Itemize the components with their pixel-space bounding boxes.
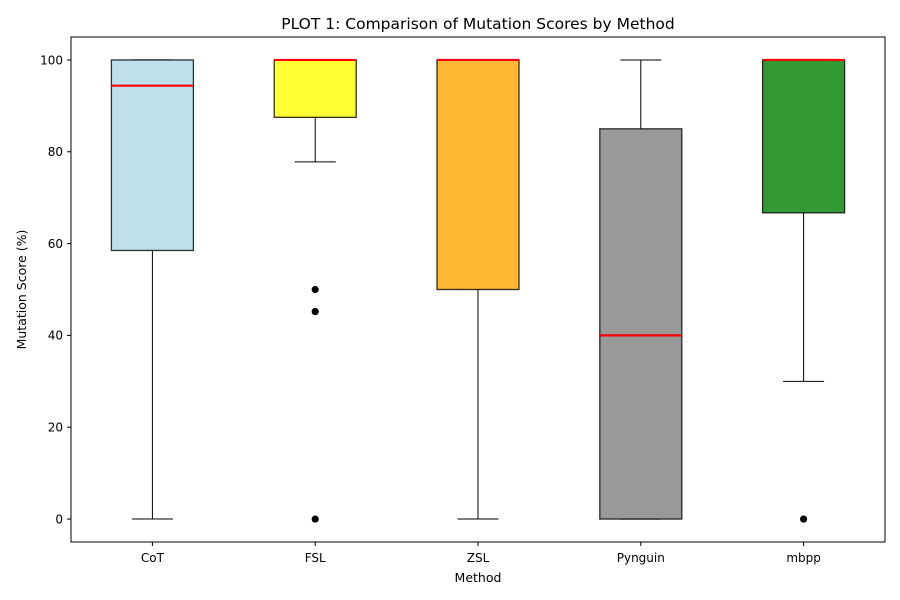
x-tick-label-cot: CoT [141, 551, 165, 565]
y-axis-label: Mutation Score (%) [14, 230, 29, 350]
flier-fsl-1 [311, 307, 319, 316]
chart-title: PLOT 1: Comparison of Mutation Scores by… [281, 15, 675, 33]
y-axis: 0 20 40 60 80 100 [40, 53, 71, 526]
x-tick-label-zsl: ZSL [467, 551, 490, 565]
box-cot [110, 59, 195, 252]
box-group-cot [110, 59, 195, 520]
box-group-pynguin [599, 59, 683, 520]
x-tick-label-mbpp: mbpp [786, 551, 821, 565]
plot-area [110, 58, 846, 523]
box-zsl [436, 59, 520, 291]
y-tick-label-60: 60 [48, 237, 63, 251]
box-pynguin [599, 128, 683, 520]
box-mbpp [761, 59, 846, 214]
flier-mbpp-0 [800, 515, 808, 523]
box-group-mbpp [761, 58, 846, 523]
box-fsl [273, 59, 357, 118]
y-tick-label-100: 100 [40, 53, 63, 67]
flier-fsl-2 [311, 515, 319, 523]
x-axis-label: Method [455, 570, 502, 585]
flier-fsl-0 [311, 285, 319, 294]
y-tick-label-20: 20 [48, 421, 63, 435]
x-axis: CoT FSL ZSL Pynguin mbpp [141, 542, 821, 565]
box-group-zsl [436, 58, 520, 520]
y-tick-label-40: 40 [48, 329, 63, 343]
y-tick-label-80: 80 [48, 145, 63, 159]
x-tick-label-pynguin: Pynguin [617, 551, 665, 565]
box-group-fsl [273, 58, 357, 523]
y-tick-label-0: 0 [55, 512, 63, 526]
x-tick-label-fsl: FSL [305, 551, 326, 565]
